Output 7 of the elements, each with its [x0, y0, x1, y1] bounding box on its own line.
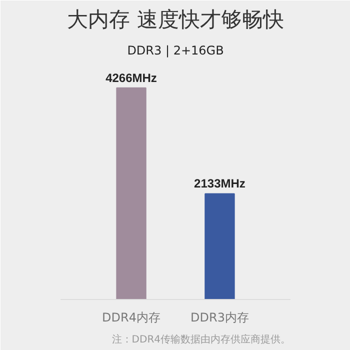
x-tick-label: DDR3内存 [190, 310, 249, 324]
data-label: 4266MHz [106, 70, 157, 85]
chart-title: 大内存 速度快才够畅快 [67, 8, 284, 32]
x-tick-label: DDR4内存 [102, 310, 160, 324]
data-label: 2133MHz [194, 176, 246, 191]
chart-subtitle: DDR3 | 2+16GB [127, 44, 224, 58]
text: 注：DDR4传输数据由内存供应商提供。 [112, 334, 291, 346]
